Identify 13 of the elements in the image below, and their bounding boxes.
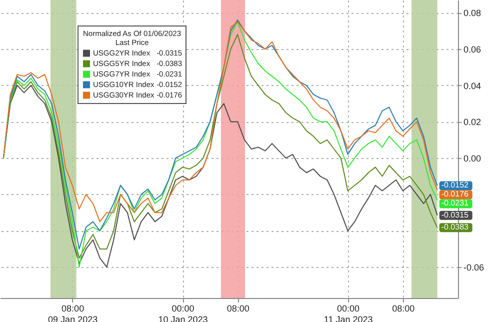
data-label: -0.0383 xyxy=(441,222,470,232)
y-tick-label: 0.00 xyxy=(464,154,482,164)
y-tick-label: 0.06 xyxy=(464,44,482,55)
y-tick-label: 0.08 xyxy=(464,8,482,18)
x-tick-label: 08:00 xyxy=(226,304,250,314)
data-label: -0.0152 xyxy=(441,180,470,190)
x-tick-label: 08:00 xyxy=(392,304,415,314)
data-label: -0.0176 xyxy=(441,190,470,199)
y-tick-label: -0.06 xyxy=(464,262,484,273)
y-tick-label: 0.02 xyxy=(464,117,482,128)
y-tick-label: 0.04 xyxy=(464,80,482,91)
data-label: -0.0231 xyxy=(441,198,470,208)
data-label: -0.0315 xyxy=(441,210,470,220)
